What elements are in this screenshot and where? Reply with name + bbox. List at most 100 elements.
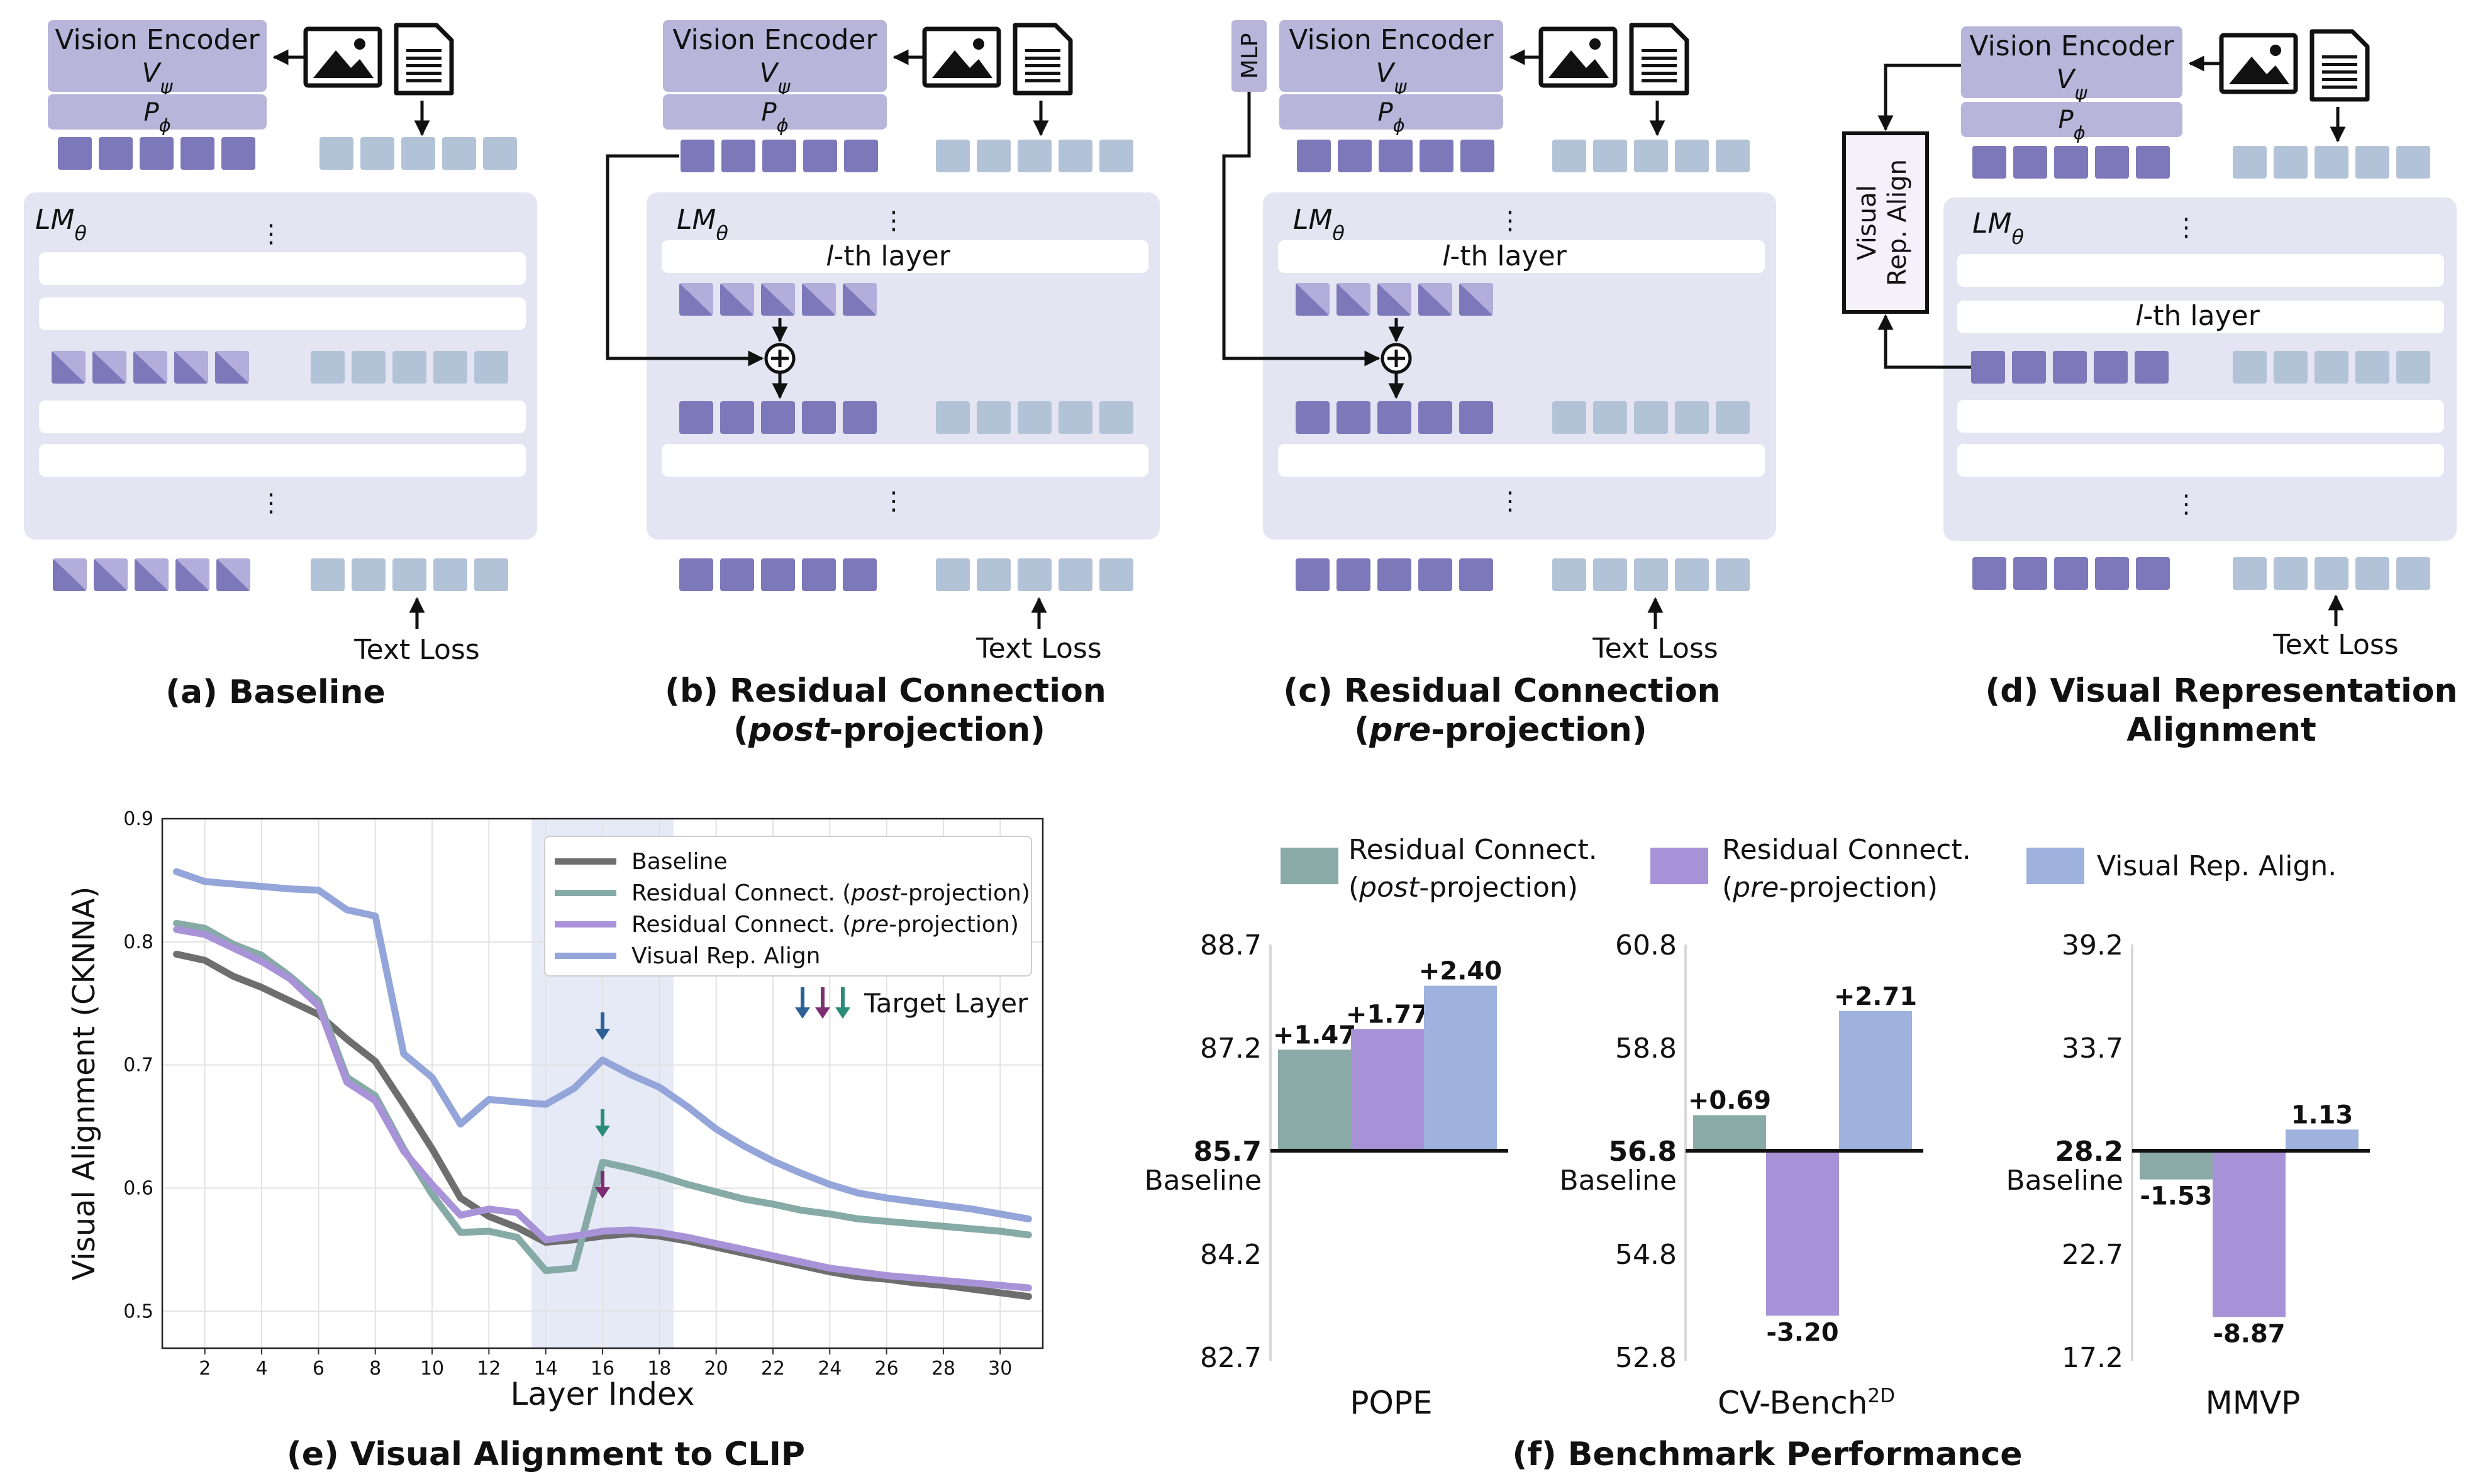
document-icon bbox=[1642, 57, 1677, 60]
ellipsis: ⋮ bbox=[1498, 487, 1523, 516]
text-run: -th layer bbox=[2143, 300, 2260, 332]
y-tick-label: 0.7 bbox=[123, 1055, 153, 1077]
text-loss-label: Text Loss bbox=[1592, 633, 1718, 665]
projector-symbol: Pϕ bbox=[2058, 106, 2085, 143]
series-line bbox=[173, 868, 1032, 1222]
y-tick-label: 22.7 bbox=[2062, 1239, 2123, 1271]
legend-label: (post-projection) bbox=[1348, 872, 1578, 904]
document-icon bbox=[1025, 72, 1060, 75]
visual-token-mixed bbox=[720, 283, 754, 316]
visual-token bbox=[1297, 140, 1331, 172]
document-icon bbox=[406, 64, 442, 67]
visual-token-mixed bbox=[133, 351, 167, 384]
bar bbox=[2213, 1151, 2286, 1317]
text-token bbox=[360, 137, 394, 170]
visual-token bbox=[99, 137, 133, 170]
text-token bbox=[2274, 557, 2308, 590]
vision-encoder-label: Vision Encoder bbox=[672, 24, 877, 56]
document-icon bbox=[1025, 79, 1060, 82]
text-run: ( bbox=[733, 711, 748, 749]
text-run: -projection) bbox=[830, 711, 1045, 749]
plot-frame bbox=[161, 817, 1044, 1349]
text-token bbox=[977, 140, 1011, 172]
text-run: -projection) bbox=[900, 880, 1030, 906]
visual-token bbox=[1459, 401, 1493, 434]
lth-layer-label: l-th layer bbox=[2135, 300, 2260, 332]
visual-token-mixed bbox=[52, 351, 86, 384]
document-icon bbox=[2322, 55, 2357, 58]
bar bbox=[1351, 1029, 1424, 1151]
text-run: post bbox=[1359, 872, 1420, 904]
ellipsis: ⋮ bbox=[258, 219, 284, 248]
layer-bar bbox=[39, 401, 526, 433]
document-icon bbox=[2322, 70, 2357, 74]
text-run: P bbox=[2058, 106, 2074, 135]
text-token bbox=[2233, 557, 2267, 590]
text-token bbox=[1675, 140, 1709, 172]
text-token bbox=[1099, 140, 1133, 172]
layer-bar bbox=[662, 444, 1148, 477]
caption-c: (c) Residual Connection bbox=[1283, 672, 1720, 710]
legend-swatch bbox=[1650, 848, 1708, 884]
text-token bbox=[1716, 140, 1750, 172]
bar bbox=[2140, 1151, 2213, 1180]
lm-label: LMθ bbox=[677, 204, 728, 245]
text-token bbox=[1018, 401, 1052, 434]
text-token bbox=[483, 137, 517, 170]
text-token bbox=[2396, 351, 2430, 384]
document-icon bbox=[406, 72, 442, 75]
caption-b: (post-projection) bbox=[733, 711, 1045, 749]
visual-token bbox=[2054, 557, 2088, 590]
text-token bbox=[2274, 351, 2308, 384]
text-token bbox=[433, 558, 467, 591]
layer-bar bbox=[662, 240, 1148, 273]
target-arrow-icon bbox=[595, 1126, 610, 1137]
x-tick-label: 2 bbox=[199, 1358, 211, 1380]
text-token bbox=[1018, 558, 1052, 591]
visual-token-mixed bbox=[843, 283, 877, 316]
vision-encoder-box bbox=[663, 20, 887, 92]
x-tick-label: 24 bbox=[818, 1358, 842, 1380]
layer-bar bbox=[1957, 400, 2444, 433]
text-token bbox=[2355, 351, 2389, 384]
bar-value-label: -1.53 bbox=[2140, 1182, 2212, 1211]
text-run: pre bbox=[1732, 872, 1779, 904]
target-arrow-icon bbox=[795, 1007, 810, 1019]
text-token bbox=[474, 558, 508, 591]
legend-label: Visual Rep. Align bbox=[631, 943, 821, 969]
text-token bbox=[2396, 146, 2430, 179]
visual-token bbox=[1296, 401, 1330, 434]
target-layer-label: Target Layer bbox=[864, 988, 1028, 1019]
visual-token bbox=[2012, 351, 2046, 384]
text-token bbox=[2315, 351, 2348, 384]
bar-value-label: +1.77 bbox=[1346, 1000, 1429, 1029]
y-tick-label: 82.7 bbox=[1200, 1342, 1262, 1374]
bar bbox=[1693, 1115, 1766, 1151]
text-run: -projection) bbox=[889, 912, 1019, 938]
text-token bbox=[392, 558, 426, 591]
text-run: θ bbox=[1332, 223, 1344, 245]
vision-encoder-box bbox=[1961, 26, 2182, 98]
layer-bar bbox=[1278, 444, 1765, 477]
image-icon bbox=[2270, 45, 2281, 56]
visual-token bbox=[221, 137, 255, 170]
y-tick-label: 85.7 bbox=[1193, 1136, 1262, 1168]
text-token bbox=[1099, 558, 1133, 591]
text-token bbox=[311, 558, 345, 591]
visual-token bbox=[802, 558, 836, 591]
visual-token bbox=[1296, 558, 1330, 591]
text-token bbox=[320, 137, 353, 170]
text-token bbox=[1716, 558, 1750, 591]
text-run: pre bbox=[850, 912, 889, 938]
caption-f: (f) Benchmark Performance bbox=[1512, 1436, 2022, 1473]
layer-bar bbox=[39, 297, 526, 330]
text-run: θ bbox=[2011, 226, 2023, 249]
x-tick-label: 28 bbox=[931, 1358, 955, 1380]
text-token bbox=[1675, 401, 1709, 434]
image-icon bbox=[932, 50, 992, 78]
text-token bbox=[1099, 401, 1133, 434]
mlp-box bbox=[1231, 20, 1267, 92]
layer-bar bbox=[39, 444, 526, 477]
lm-label: LMθ bbox=[1293, 204, 1345, 245]
alignment-arrow bbox=[1877, 314, 1971, 369]
